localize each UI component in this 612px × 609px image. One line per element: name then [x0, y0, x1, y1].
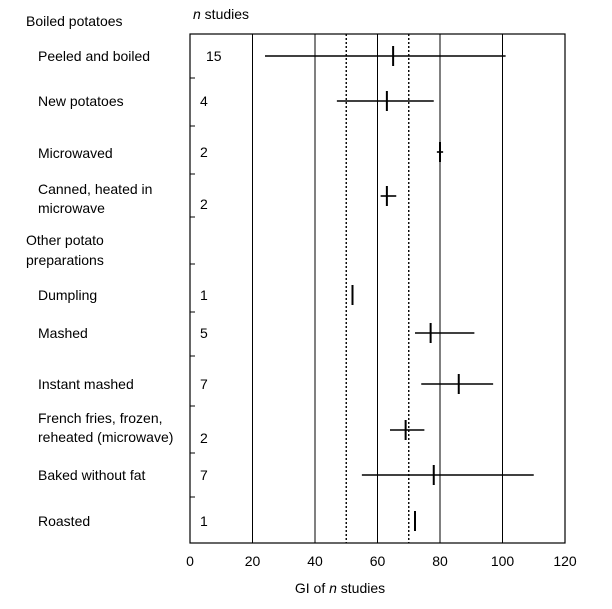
row-label: microwave — [38, 200, 105, 216]
group-header: Boiled potatoes — [26, 13, 123, 29]
row-label: Peeled and boiled — [38, 48, 150, 64]
n-value: 1 — [200, 287, 208, 303]
row-label: Roasted — [38, 513, 90, 529]
n-studies-header: n studies — [193, 6, 249, 22]
row-label: Instant mashed — [38, 376, 134, 392]
row-label: Dumpling — [38, 287, 97, 303]
row-label: French fries, frozen, — [38, 410, 163, 426]
n-value: 2 — [200, 430, 208, 446]
n-value: 2 — [200, 196, 208, 212]
group-header: Other potato — [26, 232, 104, 248]
x-axis-label: GI of n studies — [295, 580, 385, 596]
n-value: 4 — [200, 93, 208, 109]
x-tick-label: 40 — [307, 553, 323, 569]
group-header: preparations — [26, 252, 104, 268]
n-value: 2 — [200, 144, 208, 160]
row-label: Baked without fat — [38, 467, 146, 483]
row-label: Microwaved — [38, 145, 113, 161]
x-tick-label: 60 — [370, 553, 386, 569]
x-tick-label: 20 — [245, 553, 261, 569]
row-label: Mashed — [38, 325, 88, 341]
n-value: 15 — [206, 48, 222, 64]
n-value: 7 — [200, 376, 208, 392]
n-value: 5 — [200, 325, 208, 341]
x-tick-label: 80 — [432, 553, 448, 569]
plot-frame — [189, 33, 566, 544]
x-tick-label: 0 — [186, 553, 194, 569]
row-label: reheated (microwave) — [38, 429, 173, 445]
n-value: 1 — [200, 513, 208, 529]
row-label: New potatoes — [38, 93, 124, 109]
n-value: 7 — [200, 467, 208, 483]
row-label: Canned, heated in — [38, 181, 152, 197]
x-tick-label: 120 — [553, 553, 577, 569]
x-tick-label: 100 — [491, 553, 515, 569]
